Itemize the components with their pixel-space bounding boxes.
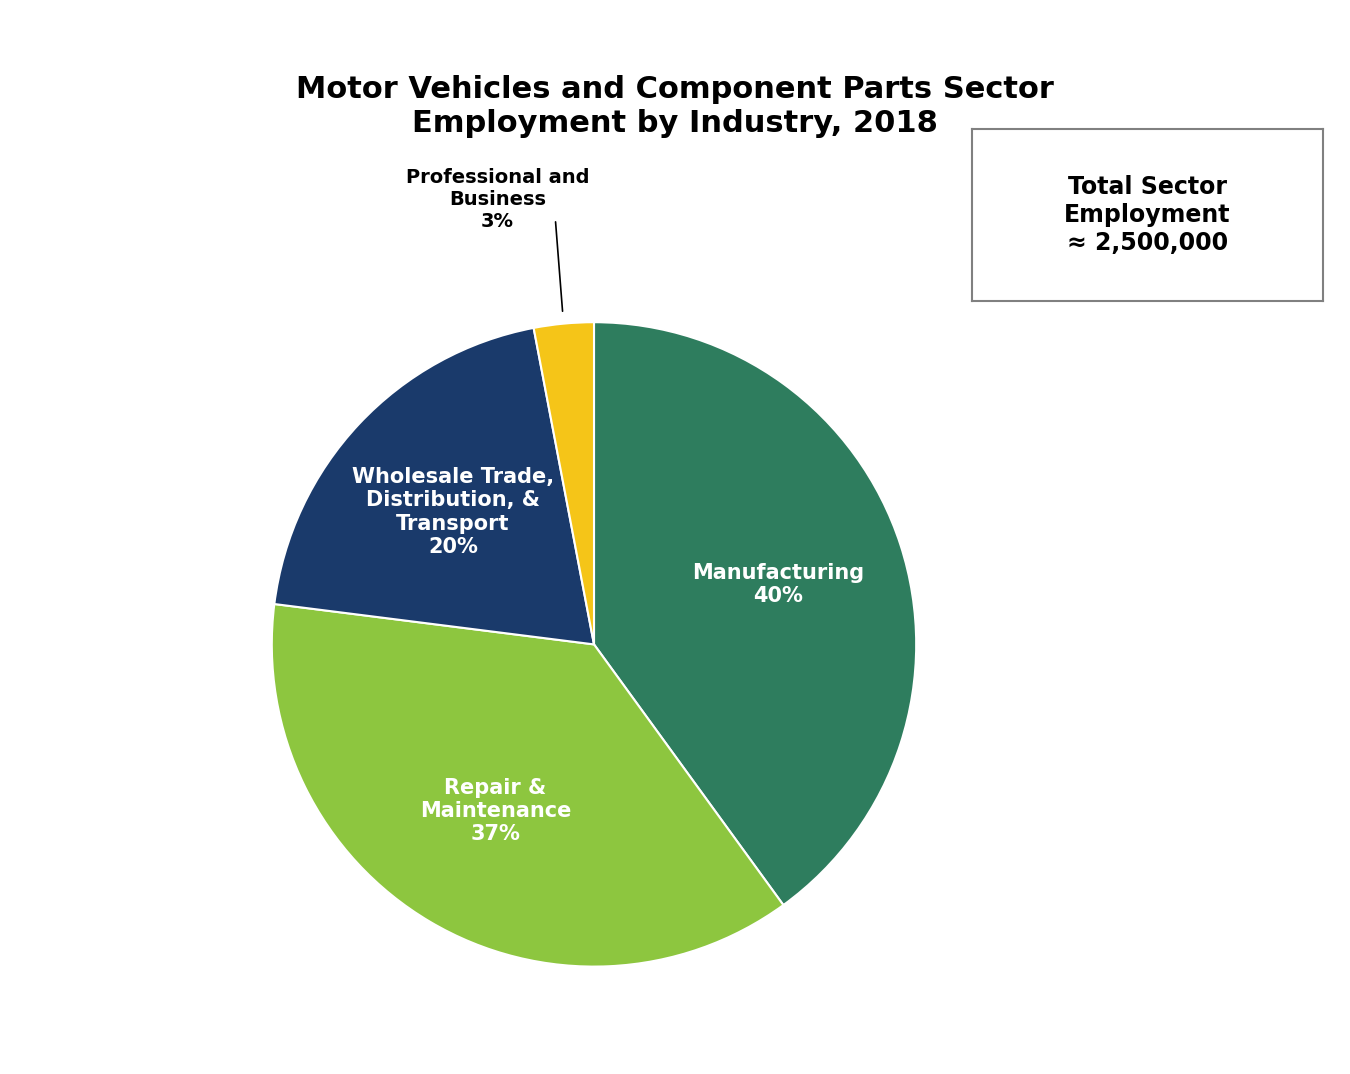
Text: Repair &
Maintenance
37%: Repair & Maintenance 37% (420, 778, 571, 844)
Text: Motor Vehicles and Component Parts Sector
Employment by Industry, 2018: Motor Vehicles and Component Parts Secto… (296, 75, 1054, 137)
Text: Wholesale Trade,
Distribution, &
Transport
20%: Wholesale Trade, Distribution, & Transpo… (352, 467, 554, 556)
Text: Total Sector
Employment
≈ 2,500,000: Total Sector Employment ≈ 2,500,000 (1064, 175, 1231, 255)
Wedge shape (594, 322, 917, 905)
Wedge shape (533, 322, 594, 644)
Text: Professional and
Business
3%: Professional and Business 3% (405, 169, 589, 231)
Wedge shape (274, 328, 594, 644)
Wedge shape (271, 604, 783, 967)
Text: Manufacturing
40%: Manufacturing 40% (691, 563, 864, 606)
